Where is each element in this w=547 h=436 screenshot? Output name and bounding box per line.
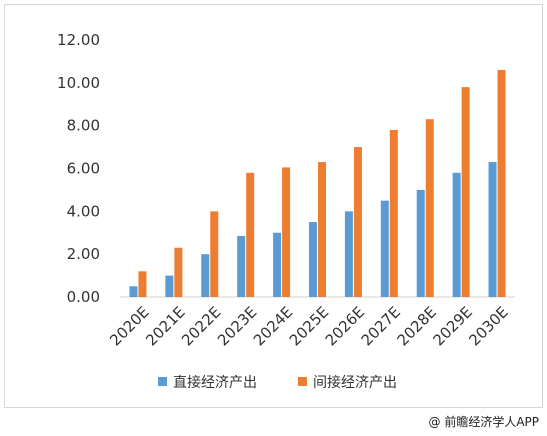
source-credit: @ 前瞻经济学人APP bbox=[428, 415, 540, 429]
bar-indirect-2026E bbox=[353, 147, 362, 297]
x-tick-label: 2027E bbox=[358, 303, 404, 349]
bar-direct-2022E bbox=[201, 254, 210, 297]
x-tick-label: 2030E bbox=[465, 303, 511, 349]
bar-direct-2028E bbox=[416, 189, 425, 297]
bar-indirect-2028E bbox=[425, 119, 434, 297]
x-tick-label: 2029E bbox=[429, 303, 475, 349]
x-tick-label: 2028E bbox=[394, 303, 440, 349]
bar-direct-2021E bbox=[165, 275, 174, 297]
bar-direct-2023E bbox=[237, 235, 246, 297]
bar-direct-2024E bbox=[273, 232, 282, 297]
bar-indirect-2020E bbox=[138, 271, 147, 297]
legend-label: 间接经济产出 bbox=[313, 374, 397, 391]
legend-swatch bbox=[298, 377, 307, 386]
x-tick-label: 2024E bbox=[250, 303, 296, 349]
bar-indirect-2029E bbox=[461, 87, 470, 297]
x-tick-label: 2020E bbox=[106, 303, 152, 349]
bar-indirect-2022E bbox=[210, 211, 219, 297]
bar-indirect-2024E bbox=[282, 167, 291, 297]
bar-indirect-2025E bbox=[318, 162, 326, 297]
y-tick-label: 8.00 bbox=[67, 117, 100, 135]
bar-direct-2030E bbox=[488, 162, 497, 297]
bar-indirect-2027E bbox=[389, 129, 398, 297]
y-tick-label: 0.00 bbox=[67, 288, 100, 306]
legend-label: 直接经济产出 bbox=[173, 374, 257, 391]
bar-indirect-2023E bbox=[246, 172, 255, 297]
bar-direct-2026E bbox=[344, 211, 353, 297]
x-tick-label: 2026E bbox=[322, 303, 368, 349]
legend-swatch bbox=[158, 377, 167, 386]
y-tick-label: 2.00 bbox=[67, 245, 100, 263]
y-tick-label: 12.00 bbox=[57, 31, 100, 49]
bar-direct-2025E bbox=[309, 222, 317, 297]
x-tick-label: 2022E bbox=[178, 303, 224, 349]
bar-indirect-2021E bbox=[174, 247, 183, 297]
x-tick-label: 2023E bbox=[214, 303, 260, 349]
x-tick-label: 2025E bbox=[286, 303, 332, 349]
y-tick-label: 4.00 bbox=[67, 202, 100, 220]
y-tick-label: 6.00 bbox=[67, 160, 100, 178]
bar-direct-2029E bbox=[452, 172, 461, 297]
bar-direct-2020E bbox=[129, 286, 138, 297]
bar-indirect-2030E bbox=[497, 69, 506, 297]
x-tick-label: 2021E bbox=[142, 303, 188, 349]
bar-direct-2027E bbox=[380, 200, 389, 297]
y-tick-label: 10.00 bbox=[57, 74, 100, 92]
